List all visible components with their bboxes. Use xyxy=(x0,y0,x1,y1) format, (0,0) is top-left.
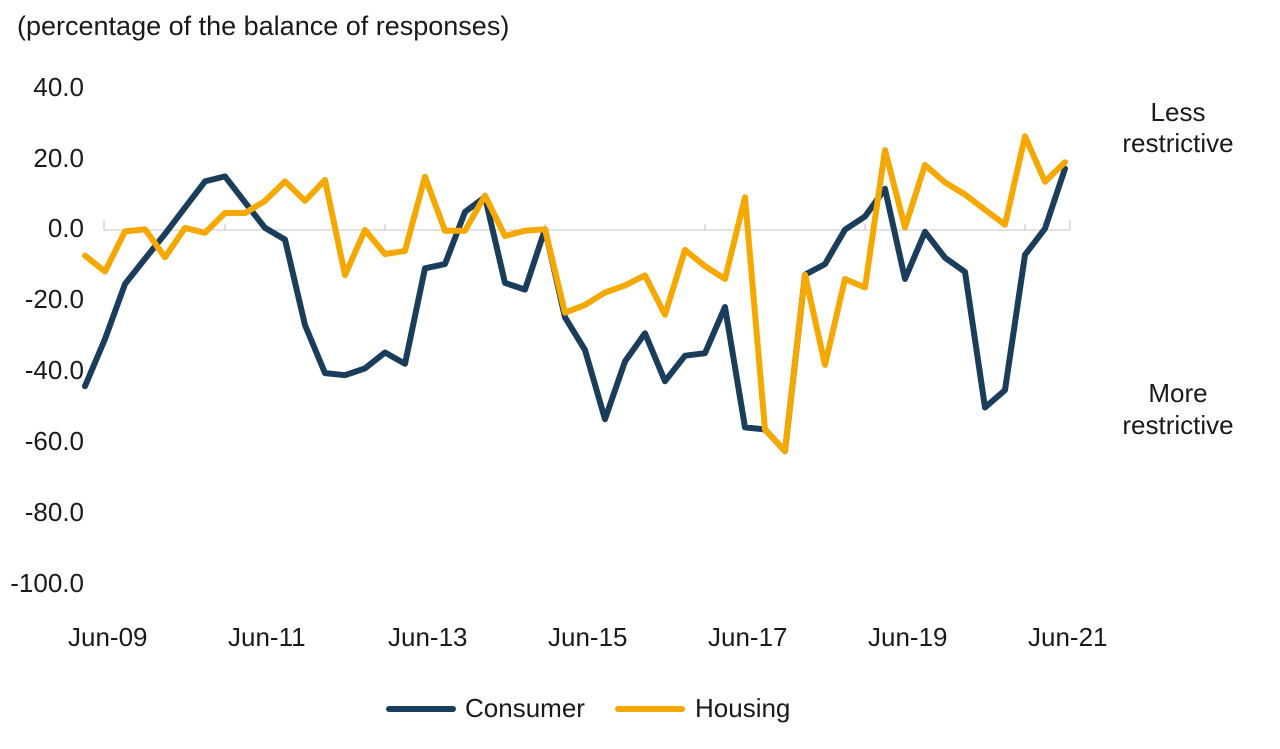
svg-text:More: More xyxy=(1148,378,1207,408)
svg-text:0.0: 0.0 xyxy=(48,213,84,243)
svg-text:-60.0: -60.0 xyxy=(25,426,84,456)
svg-text:Jun-19: Jun-19 xyxy=(868,622,948,652)
svg-text:20.0: 20.0 xyxy=(33,143,84,173)
svg-text:Less: Less xyxy=(1151,97,1206,127)
svg-text:-20.0: -20.0 xyxy=(25,284,84,314)
svg-text:-100.0: -100.0 xyxy=(10,568,84,598)
svg-text:-40.0: -40.0 xyxy=(25,355,84,385)
svg-text:Jun-17: Jun-17 xyxy=(708,622,788,652)
svg-text:40.0: 40.0 xyxy=(33,72,84,102)
svg-text:Jun-21: Jun-21 xyxy=(1028,622,1108,652)
svg-text:-80.0: -80.0 xyxy=(25,497,84,527)
svg-text:Jun-11: Jun-11 xyxy=(228,622,306,652)
svg-text:Jun-13: Jun-13 xyxy=(388,622,468,652)
svg-text:Housing: Housing xyxy=(695,693,790,723)
svg-text:Consumer: Consumer xyxy=(465,693,585,723)
svg-text:restrictive: restrictive xyxy=(1122,410,1233,440)
svg-text:Jun-09: Jun-09 xyxy=(68,622,148,652)
svg-text:Jun-15: Jun-15 xyxy=(548,622,628,652)
svg-text:restrictive: restrictive xyxy=(1122,128,1233,158)
